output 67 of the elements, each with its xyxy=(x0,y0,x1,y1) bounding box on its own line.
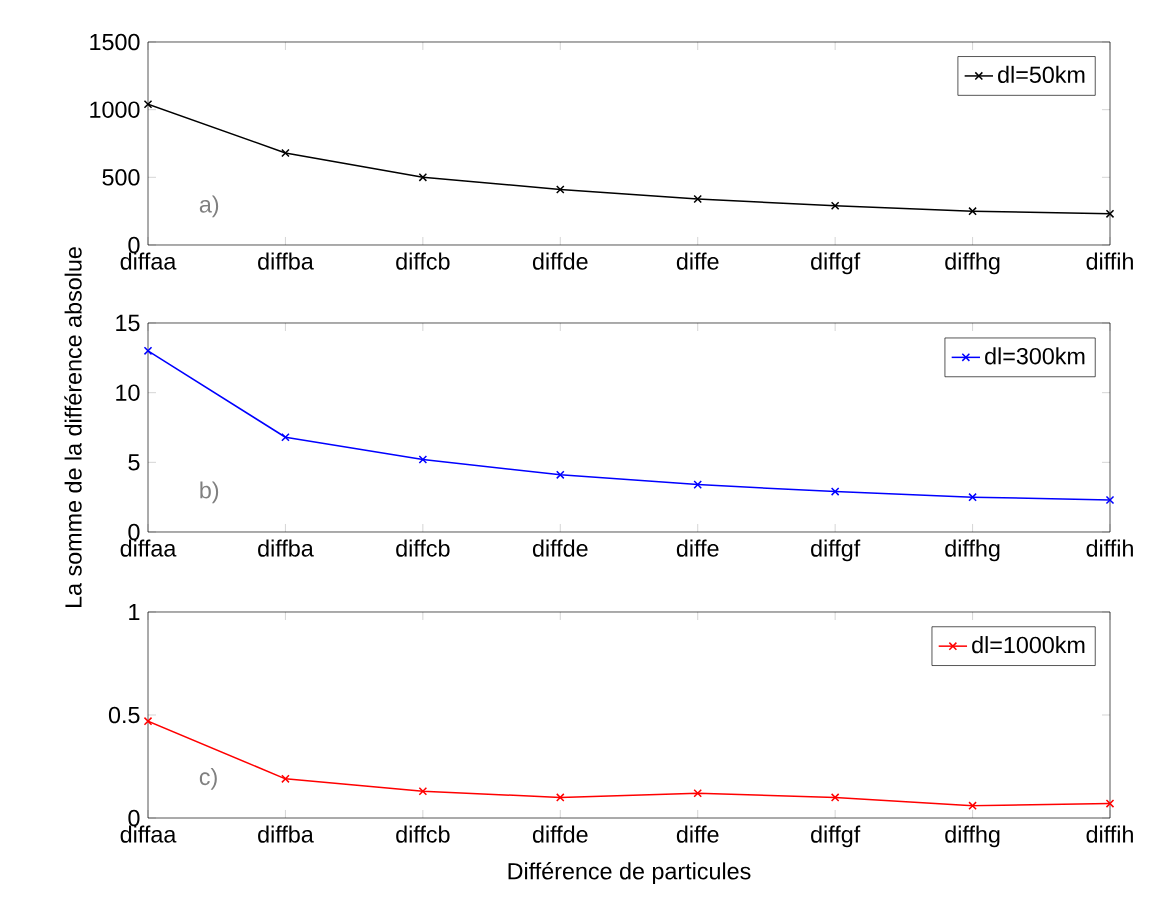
x-tick-label: diffhg xyxy=(945,252,1000,275)
x-tick-label: diffcb xyxy=(396,825,450,843)
x-tick-label: diffde xyxy=(532,252,588,270)
point xyxy=(968,492,977,502)
x-tick-label: diffcb xyxy=(396,252,450,270)
point xyxy=(1105,495,1115,505)
x-tick-label: diffih xyxy=(1086,539,1133,557)
point xyxy=(143,716,153,726)
y-tick-label: 0.5 xyxy=(108,706,140,724)
legend-label: dl=1000km xyxy=(972,636,1085,654)
point xyxy=(418,455,428,464)
x-tick-label: diffaa xyxy=(120,539,177,557)
y-tick-label: 500 xyxy=(102,169,140,186)
annotation: b) xyxy=(200,481,219,504)
x-tick-label: diffaa xyxy=(120,252,177,270)
point xyxy=(418,173,428,182)
x-tick-label: diffe xyxy=(676,539,719,557)
point xyxy=(693,194,702,204)
x-tick-label: diffhg xyxy=(945,539,1000,562)
legend-label: dl=50km xyxy=(998,65,1085,83)
y-tick-label: 1 xyxy=(129,603,140,621)
y-axis-title: La somme de la différence absolue xyxy=(64,247,82,607)
x-tick-label: diffhg xyxy=(945,825,1000,848)
y-tick-label: 10 xyxy=(116,384,140,401)
y-tick-label: 15 xyxy=(116,314,140,332)
y-tick-label: 5 xyxy=(128,454,140,471)
x-tick-label: diffih xyxy=(1086,252,1133,270)
x-tick-label: diffde xyxy=(532,539,588,557)
point xyxy=(281,432,290,442)
x-tick-label: diffgf xyxy=(811,825,861,848)
x-tick-label: diffe xyxy=(676,252,719,270)
x-tick-label: diffaa xyxy=(120,825,177,843)
legend-label: dl=300km xyxy=(985,347,1085,365)
x-tick-label: diffba xyxy=(258,825,314,843)
x-tick-label: diffde xyxy=(532,825,588,843)
y-tick-label: 0 xyxy=(128,236,140,254)
x-tick-label: diffcb xyxy=(396,539,450,557)
x-tick-label: diffba xyxy=(258,252,314,270)
x-tick-label: diffe xyxy=(676,825,719,843)
point xyxy=(556,470,565,480)
x-tick-label: diffgf xyxy=(811,539,861,562)
point xyxy=(418,786,428,796)
y-tick-label: 0 xyxy=(128,523,140,541)
point xyxy=(830,793,840,802)
point xyxy=(281,774,290,784)
y-tick-label: 1500 xyxy=(90,33,140,51)
point xyxy=(693,788,702,798)
annotation: c) xyxy=(199,768,217,790)
x-tick-label: diffih xyxy=(1086,825,1133,843)
point xyxy=(556,793,565,802)
point xyxy=(1105,799,1115,808)
point xyxy=(143,346,153,356)
point xyxy=(968,801,977,810)
x-tick-label: diffba xyxy=(258,539,314,557)
point xyxy=(143,99,153,109)
annotation: a) xyxy=(199,195,219,218)
point xyxy=(556,185,565,194)
x-tick-label: diffgf xyxy=(811,252,861,275)
x-axis-title: Différence de particules xyxy=(508,862,751,885)
point xyxy=(830,201,840,211)
point xyxy=(693,480,702,489)
y-tick-label: 1000 xyxy=(90,101,140,118)
point xyxy=(281,148,290,158)
point xyxy=(830,487,840,496)
point xyxy=(1105,209,1115,219)
point xyxy=(968,206,977,216)
y-tick-label: 0 xyxy=(128,809,140,827)
